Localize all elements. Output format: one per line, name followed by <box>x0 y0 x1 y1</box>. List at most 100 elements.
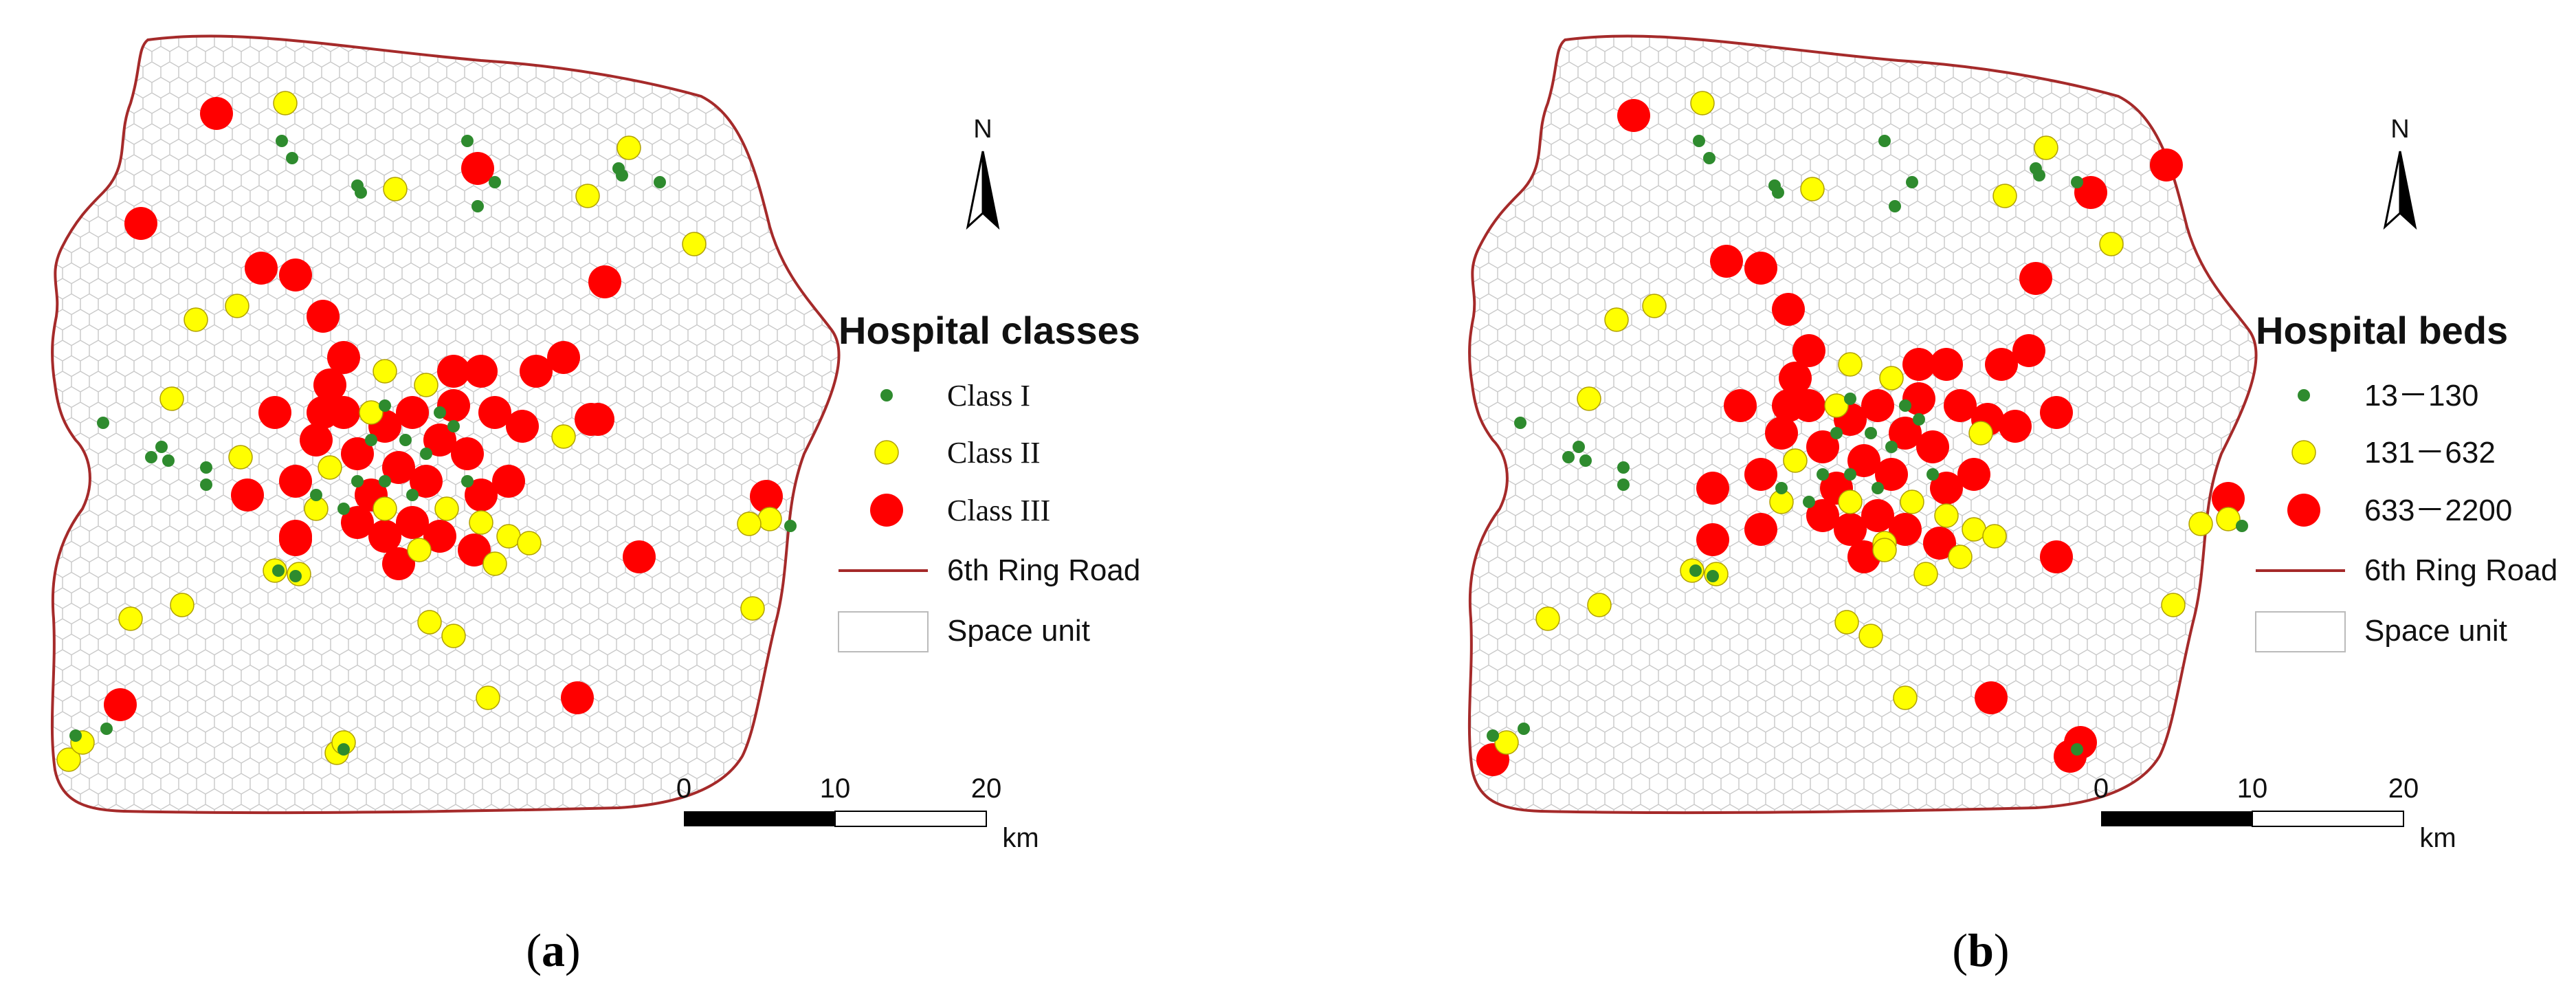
hospital-point <box>2040 396 2073 429</box>
hospital-point <box>1604 307 1629 332</box>
hospital-point <box>1772 293 1805 326</box>
hospital-point <box>56 747 81 772</box>
hospital-point <box>478 396 511 429</box>
hospital-point <box>1573 441 1585 453</box>
hospital-point <box>1944 389 1977 422</box>
hospital-point <box>1985 348 2018 381</box>
hospital-point <box>1494 730 1519 755</box>
hospital-point <box>1617 99 1650 132</box>
hospital-point <box>1923 527 1956 560</box>
hospital-point <box>517 531 542 556</box>
scale-tick-0: 0 <box>2094 773 2109 804</box>
hospital-point <box>1806 430 1839 463</box>
hospital-point <box>1514 417 1526 429</box>
hospital-point <box>1535 606 1560 631</box>
hospital-point <box>1872 482 1884 494</box>
hospital-point <box>1913 562 1938 586</box>
legend-item-space-unit: Space unit <box>947 614 1090 648</box>
legend-symbol-beds-small <box>2298 389 2310 402</box>
hospital-point <box>737 512 762 536</box>
hospital-point <box>279 523 312 556</box>
hospital-point <box>469 510 493 535</box>
hospital-point <box>750 480 783 513</box>
legend-title: Hospital classes <box>839 309 1140 352</box>
hospital-point <box>561 681 594 714</box>
hospital-point <box>458 534 491 566</box>
scale-segment-dark <box>684 811 835 826</box>
hospital-point <box>1710 245 1743 278</box>
scale-bar: 0 10 20 km <box>676 773 1039 853</box>
study-area-map <box>50 34 841 815</box>
hospital-point <box>310 489 322 501</box>
hospital-point <box>616 169 628 182</box>
hospital-point <box>279 258 312 292</box>
hospital-point <box>623 540 656 573</box>
legend: Hospital classes Class I Class II Class … <box>838 309 1140 652</box>
hospital-point <box>406 489 419 501</box>
scale-tick-0: 0 <box>676 773 691 804</box>
legend-item-space-unit: Space unit <box>2364 614 2507 648</box>
hospital-point <box>1696 523 1729 556</box>
hospital-point <box>465 478 498 512</box>
hospital-point <box>1562 451 1575 463</box>
legend-item-class-ii: Class II <box>947 436 1041 470</box>
scale-bar: 0 10 20 km <box>2094 773 2456 853</box>
hospital-point <box>1865 427 1877 439</box>
hospital-point <box>318 455 342 480</box>
hospital-point <box>1934 503 1959 528</box>
hospital-point <box>200 461 212 474</box>
hospital-point <box>337 503 350 515</box>
hospital-point <box>757 507 782 531</box>
hospital-point <box>2071 743 2083 756</box>
hospital-point <box>1879 366 1904 390</box>
hospital-point <box>1824 393 1849 418</box>
north-arrow-icon: N <box>966 115 1000 230</box>
hospital-point <box>379 399 391 412</box>
hospital-point <box>225 294 249 318</box>
hospital-point <box>97 417 109 429</box>
hospital-point <box>1858 624 1883 648</box>
hospital-point <box>1579 454 1592 467</box>
hospital-point <box>365 434 377 446</box>
hospital-point <box>1913 413 1925 426</box>
hospital-point <box>1982 524 2007 549</box>
hospital-point <box>245 252 278 285</box>
legend-symbol-beds-medium <box>2291 440 2316 465</box>
hospital-point <box>1803 496 1815 508</box>
hospital-point <box>1861 389 1894 422</box>
legend-item-class-i: Class I <box>947 379 1030 412</box>
hospital-point <box>2019 262 2052 295</box>
hospital-point <box>258 396 291 429</box>
north-label: N <box>2390 115 2409 144</box>
panel-caption: (a) <box>526 924 580 976</box>
hospital-point <box>1817 468 1829 481</box>
hospital-point <box>104 688 137 721</box>
scale-tick-10: 10 <box>820 773 851 804</box>
hospital-point <box>434 406 446 419</box>
hospital-point <box>447 420 460 432</box>
hospital-point <box>1724 389 1757 422</box>
hospital-point <box>434 496 459 521</box>
hospital-point <box>1838 490 1863 514</box>
hospital-point <box>273 91 298 116</box>
hospital-point <box>1834 610 1859 635</box>
hospital-point <box>396 396 429 429</box>
north-label: N <box>973 115 992 144</box>
hospital-point <box>383 177 408 201</box>
hospital-point <box>373 496 397 521</box>
hospital-point <box>1844 468 1856 481</box>
hospital-point <box>2212 482 2245 515</box>
hospital-point <box>476 685 500 710</box>
hospital-point <box>382 547 415 580</box>
hospital-point <box>465 355 498 388</box>
hospital-point <box>1847 444 1880 477</box>
hospital-point <box>359 400 384 425</box>
hospital-point <box>1744 513 1777 546</box>
hospital-point <box>307 300 340 333</box>
panel-b: N Hospital beds 13－130 131－632 633－2200 … <box>1467 34 2557 976</box>
hospital-point <box>1744 458 1777 491</box>
hospital-point <box>1975 681 2008 714</box>
hospital-point <box>410 465 443 498</box>
hospital-point <box>1872 538 1897 562</box>
hospital-point <box>1930 348 1963 381</box>
